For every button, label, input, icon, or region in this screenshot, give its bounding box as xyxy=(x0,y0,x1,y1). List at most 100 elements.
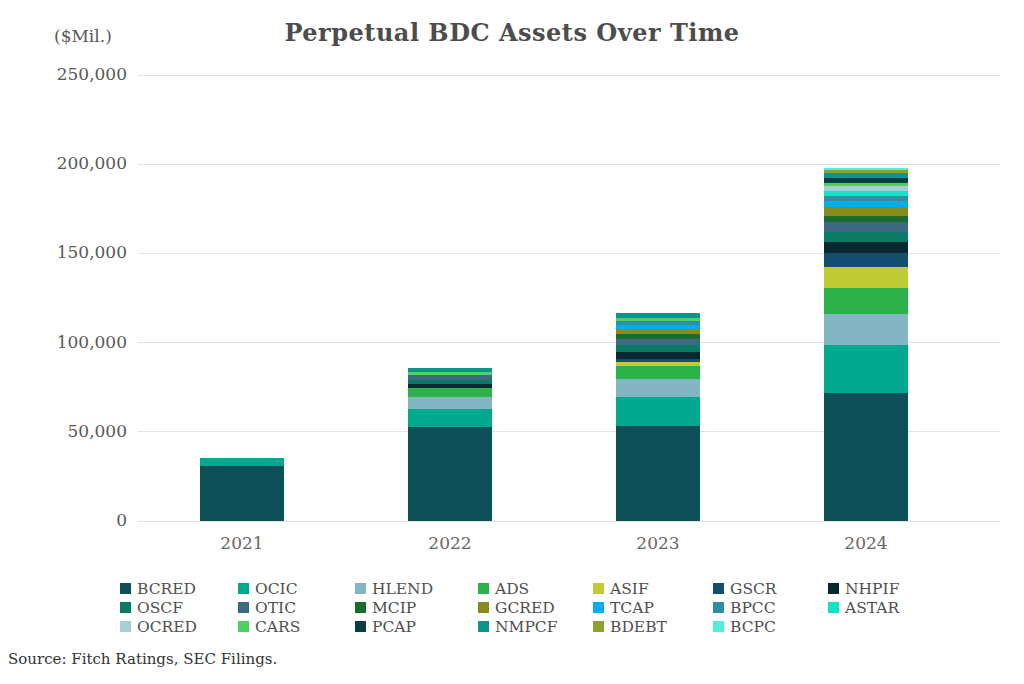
legend-item-OTIC: OTIC xyxy=(238,599,355,617)
bar-segment-NHPIF-2024 xyxy=(824,242,908,253)
legend-swatch-ADS xyxy=(478,583,489,594)
legend: BCRED OCIC HLEND ADS ASIF GSCR NHPIF OSCF OTIC MC… xyxy=(120,579,938,636)
legend-swatch-BCPC xyxy=(713,621,724,632)
legend-label-BPCC: BPCC xyxy=(730,599,776,617)
legend-swatch-ASTAR xyxy=(828,602,839,613)
bar-segment-OSCF-2024 xyxy=(824,232,908,243)
legend-swatch-GSCR xyxy=(713,583,724,594)
legend-swatch-BCRED xyxy=(120,583,131,594)
legend-swatch-HLEND xyxy=(355,583,366,594)
bar-column-2022 xyxy=(346,75,554,521)
bar-segment-OCIC-2023 xyxy=(616,397,700,426)
legend-label-BDEBT: BDEBT xyxy=(610,618,667,636)
bar-segment-OCIC-2022 xyxy=(408,409,492,428)
legend-label-BCPC: BCPC xyxy=(730,618,776,636)
legend-label-GCRED: GCRED xyxy=(495,599,555,617)
legend-item-BCRED: BCRED xyxy=(120,580,238,598)
bar-segment-ADS-2024 xyxy=(824,288,908,315)
stacked-bar-2024 xyxy=(824,168,908,521)
legend-item-NMPCF: NMPCF xyxy=(478,618,593,636)
y-tick-label: 200,000 xyxy=(0,153,127,173)
legend-label-PCAP: PCAP xyxy=(372,618,416,636)
legend-item-OSCF: OSCF xyxy=(120,599,238,617)
bar-segment-OSCF-2023 xyxy=(616,345,700,352)
x-axis-label-2023: 2023 xyxy=(554,533,762,553)
legend-item-ASTAR: ASTAR xyxy=(828,599,938,617)
legend-item-PCAP: PCAP xyxy=(355,618,478,636)
bar-column-2023 xyxy=(554,75,762,521)
bar-segment-BCRED-2022 xyxy=(408,427,492,521)
bar-segment-BCRED-2024 xyxy=(824,393,908,521)
bar-segment-NHPIF-2023 xyxy=(616,352,700,359)
legend-item-ADS: ADS xyxy=(478,580,593,598)
y-tick-label: 100,000 xyxy=(0,332,127,352)
legend-item-GSCR: GSCR xyxy=(713,580,828,598)
legend-label-TCAP: TCAP xyxy=(610,599,654,617)
bar-series-container xyxy=(138,75,970,521)
chart-title: Perpetual BDC Assets Over Time xyxy=(0,18,1024,47)
legend-label-CARS: CARS xyxy=(255,618,300,636)
legend-label-MCIP: MCIP xyxy=(372,599,416,617)
source-note: Source: Fitch Ratings, SEC Filings. xyxy=(8,650,277,668)
bar-segment-GSCR-2024 xyxy=(824,253,908,266)
legend-item-TCAP: TCAP xyxy=(593,599,713,617)
legend-label-GSCR: GSCR xyxy=(730,580,777,598)
legend-label-ASIF: ASIF xyxy=(610,580,649,598)
bar-segment-HLEND-2024 xyxy=(824,314,908,345)
legend-item-MCIP: MCIP xyxy=(355,599,478,617)
legend-swatch-PCAP xyxy=(355,621,366,632)
legend-label-OTIC: OTIC xyxy=(255,599,296,617)
bar-column-2024 xyxy=(762,75,970,521)
x-axis-label-2022: 2022 xyxy=(346,533,554,553)
bar-segment-MCIP-2024 xyxy=(824,216,908,223)
x-axis-labels: 2021202220232024 xyxy=(138,533,970,553)
legend-swatch-CARS xyxy=(238,621,249,632)
legend-swatch-OCRED xyxy=(120,621,131,632)
stacked-bar-2022 xyxy=(408,368,492,521)
bar-segment-OCIC-2021 xyxy=(200,458,284,466)
legend-swatch-OTIC xyxy=(238,602,249,613)
legend-swatch-NHPIF xyxy=(828,583,839,594)
legend-swatch-ASIF xyxy=(593,583,604,594)
y-tick-label: 50,000 xyxy=(0,421,127,441)
legend-swatch-TCAP xyxy=(593,602,604,613)
bar-segment-OCIC-2024 xyxy=(824,345,908,393)
y-tick-label: 150,000 xyxy=(0,242,127,262)
bar-segment-BCRED-2021 xyxy=(200,466,284,521)
legend-item-GCRED: GCRED xyxy=(478,599,593,617)
legend-label-OCIC: OCIC xyxy=(255,580,298,598)
bar-segment-ADS-2023 xyxy=(616,366,700,379)
legend-swatch-NMPCF xyxy=(478,621,489,632)
legend-item-NHPIF: NHPIF xyxy=(828,580,938,598)
legend-label-BCRED: BCRED xyxy=(137,580,196,598)
legend-item-BPCC: BPCC xyxy=(713,599,828,617)
legend-label-NMPCF: NMPCF xyxy=(495,618,557,636)
legend-swatch-OSCF xyxy=(120,602,131,613)
x-axis-label-2021: 2021 xyxy=(138,533,346,553)
bar-segment-HLEND-2023 xyxy=(616,379,700,396)
chart-canvas: ($Mil.) Perpetual BDC Assets Over Time 2… xyxy=(0,0,1024,684)
legend-item-BCPC: BCPC xyxy=(713,618,828,636)
x-axis-label-2024: 2024 xyxy=(762,533,970,553)
legend-swatch-OCIC xyxy=(238,583,249,594)
stacked-bar-2021 xyxy=(200,458,284,521)
y-tick-label: 0 xyxy=(0,510,127,530)
legend-item-BDEBT: BDEBT xyxy=(593,618,713,636)
legend-label-HLEND: HLEND xyxy=(372,580,433,598)
legend-label-OCRED: OCRED xyxy=(137,618,197,636)
bar-segment-HLEND-2022 xyxy=(408,397,492,408)
legend-label-OSCF: OSCF xyxy=(137,599,183,617)
bar-segment-BCRED-2023 xyxy=(616,426,700,521)
legend-swatch-BPCC xyxy=(713,602,724,613)
legend-swatch-MCIP xyxy=(355,602,366,613)
legend-swatch-GCRED xyxy=(478,602,489,613)
y-tick-label: 250,000 xyxy=(0,64,127,84)
legend-item-OCIC: OCIC xyxy=(238,580,355,598)
bar-segment-ADS-2022 xyxy=(408,388,492,397)
bar-segment-GCRED-2024 xyxy=(824,207,908,216)
legend-swatch-BDEBT xyxy=(593,621,604,632)
bar-column-2021 xyxy=(138,75,346,521)
legend-item-ASIF: ASIF xyxy=(593,580,713,598)
bar-segment-OTIC-2024 xyxy=(824,222,908,231)
legend-item-CARS: CARS xyxy=(238,618,355,636)
